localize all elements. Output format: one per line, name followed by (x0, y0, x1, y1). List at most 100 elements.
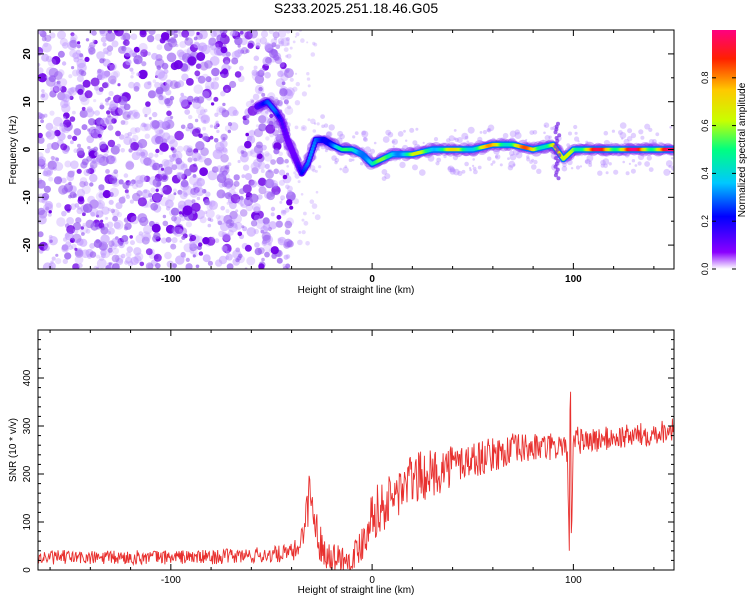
noise-blob (158, 129, 164, 134)
noise-blob (133, 247, 142, 256)
ridge-scatter (467, 126, 475, 134)
noise-blob (218, 230, 225, 238)
noise-blob (254, 247, 262, 256)
noise-blob (112, 180, 116, 184)
noise-blob (225, 250, 230, 255)
noise-blob (276, 156, 284, 165)
ridge-scatter (326, 131, 333, 138)
noise-blob (81, 249, 90, 258)
noise-blob (147, 81, 152, 86)
noise-blob (283, 47, 289, 52)
noise-blob (195, 141, 205, 151)
noise-blob (205, 76, 212, 83)
ridge-scatter (628, 162, 632, 165)
noise-blob (227, 129, 231, 134)
ridge-scatter (457, 170, 463, 176)
noise-blob (123, 173, 129, 178)
noise-blob (130, 240, 135, 246)
noise-blob (77, 206, 81, 210)
noise-blob (69, 237, 75, 243)
ridge-scatter (573, 124, 578, 130)
noise-blob (280, 195, 286, 201)
noise-blob (202, 254, 211, 263)
noise-blob (105, 149, 109, 154)
noise-blob (159, 173, 169, 182)
noise-blob (68, 245, 73, 251)
noise-blob (39, 113, 44, 118)
noise-blob (130, 256, 139, 266)
x-tick-label: 0 (369, 274, 375, 285)
noise-blob (95, 210, 104, 218)
noise-blob (220, 147, 228, 155)
noise-blob (123, 120, 129, 126)
noise-blob (266, 191, 276, 201)
ridge-core (305, 162, 310, 166)
ridge-scatter (600, 159, 606, 166)
noise-blob (143, 123, 147, 128)
noise-blob (164, 166, 173, 175)
noise-blob (251, 167, 259, 175)
noise-blob (218, 181, 225, 188)
noise-blob (198, 156, 203, 160)
ridge-scatter (613, 169, 619, 175)
noise-blob (269, 113, 274, 119)
noise-blob (44, 201, 54, 210)
noise-blob (122, 182, 130, 190)
noise-blob (283, 68, 294, 79)
ridge-scatter (334, 157, 340, 163)
ridge-core (308, 153, 313, 157)
noise-blob (279, 62, 287, 70)
ridge-scatter (334, 160, 338, 165)
noise-blob (253, 214, 261, 221)
noise-blob (196, 31, 200, 36)
noise-blob (125, 256, 132, 264)
noise-blob (249, 98, 255, 104)
noise-blob (127, 131, 132, 137)
noise-blob (77, 263, 83, 268)
noise-blob (151, 223, 161, 233)
noise-blob (214, 238, 220, 244)
noise-blob (173, 192, 177, 196)
noise-blob (151, 192, 162, 203)
noise-blob (69, 95, 74, 100)
noise-blob (247, 136, 253, 142)
noise-blob (148, 152, 154, 159)
noise-blob (72, 193, 78, 198)
noise-blob (124, 132, 130, 139)
noise-blob (154, 58, 165, 68)
noise-blob (213, 138, 219, 143)
noise-blob (221, 245, 228, 252)
noise-blob (64, 204, 72, 212)
ridge-scatter (619, 122, 627, 129)
noise-blob (162, 132, 171, 141)
noise-blob (154, 33, 162, 41)
ridge-scatter (543, 131, 546, 135)
noise-blob (41, 89, 45, 93)
snr-panel: -100 0 100 0 100 200 300 400 Height of straigh… (8, 329, 675, 596)
noise-blob (237, 159, 241, 164)
noise-blob (204, 157, 212, 166)
ridge-scatter (490, 163, 494, 166)
ridge-scatter (344, 165, 348, 169)
x-tick-label: 100 (565, 575, 582, 586)
ridge-scatter (447, 165, 455, 173)
ridge-scatter (397, 131, 404, 137)
noise-blob (111, 209, 120, 217)
ridge-scatter (385, 129, 392, 136)
noise-blob (216, 189, 226, 199)
noise-blob (186, 145, 193, 152)
noise-blob (181, 30, 190, 38)
colorbar-label: Normalized spectral amplitude (737, 82, 748, 217)
ridge-core (310, 147, 315, 151)
noise-blob (292, 86, 298, 92)
noise-blob (224, 60, 230, 65)
noise-blob (289, 77, 294, 82)
noise-blob (248, 179, 257, 188)
ridge-spike (553, 150, 558, 155)
noise-blob (286, 240, 294, 248)
noise-blob (224, 164, 230, 170)
noise-blob (90, 158, 97, 164)
noise-blob (201, 90, 210, 99)
noise-blob (156, 44, 163, 51)
